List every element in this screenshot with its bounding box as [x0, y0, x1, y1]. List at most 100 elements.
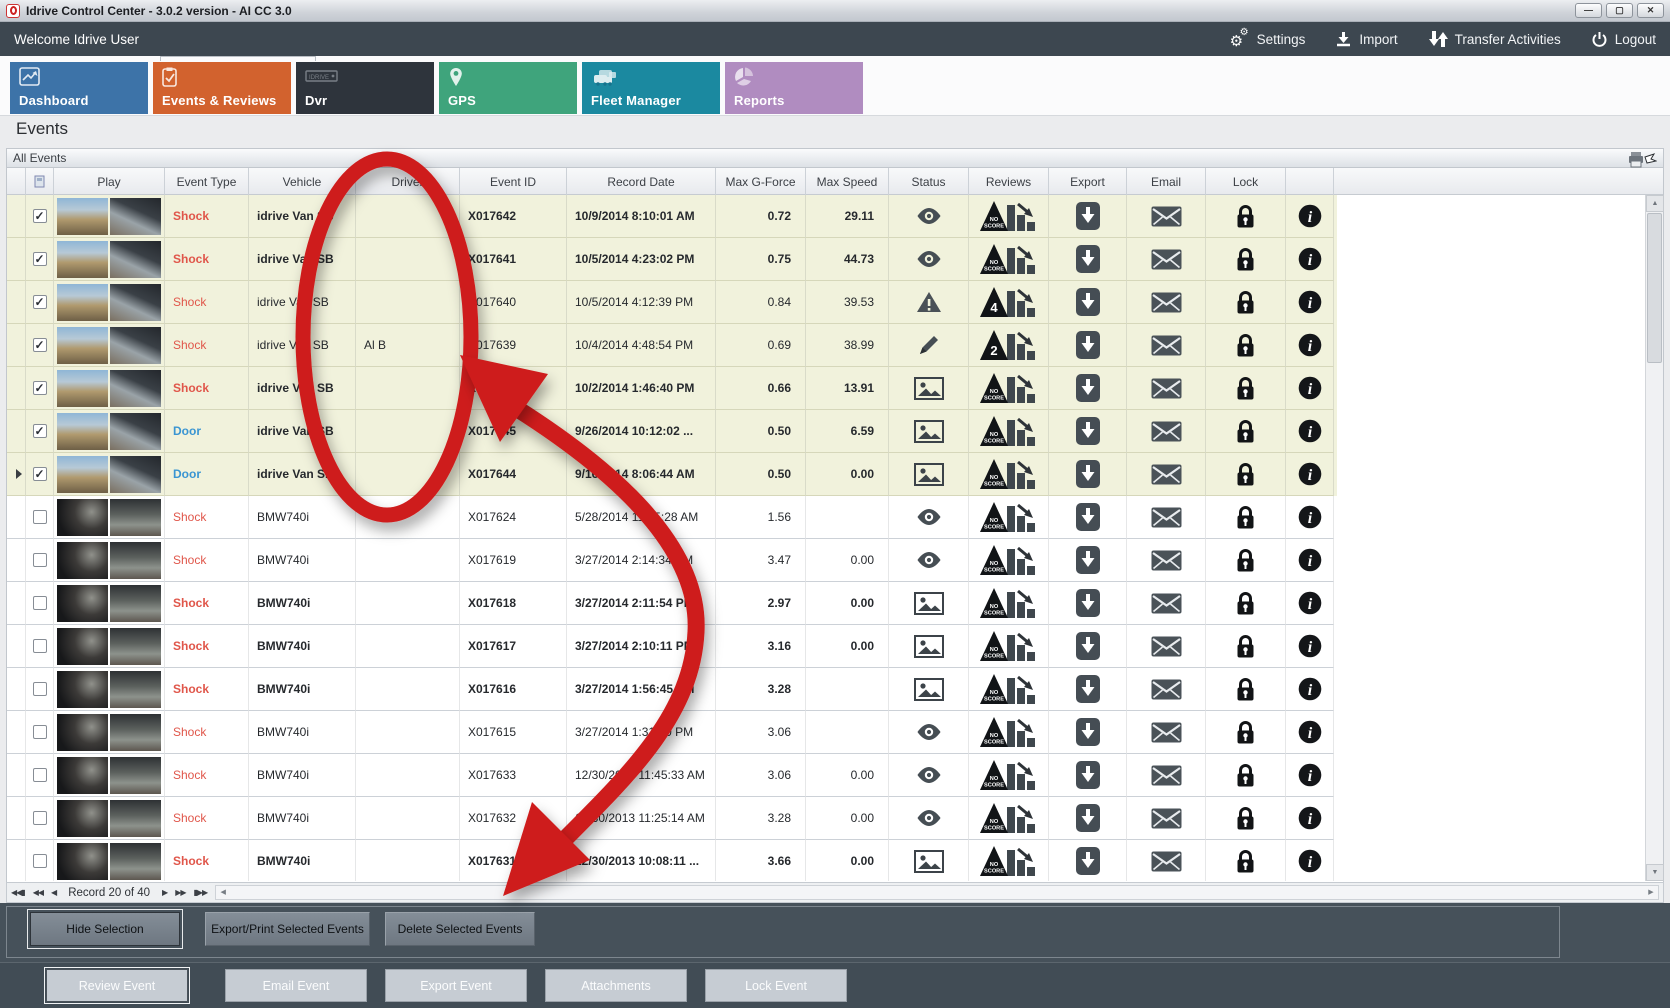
cabin-camera-thumbnail[interactable]	[110, 670, 161, 708]
row-checkbox-cell[interactable]	[26, 582, 54, 625]
maximize-button[interactable]: ▢	[1606, 3, 1633, 18]
scroll-right-icon[interactable]: ▶	[1648, 889, 1654, 896]
reviews-cell[interactable]: NO SCORE	[969, 754, 1049, 797]
info-cell[interactable]: i	[1286, 582, 1334, 625]
event-thumbnails[interactable]	[57, 283, 161, 321]
play-cell[interactable]	[54, 754, 165, 797]
row-checkbox-cell[interactable]	[26, 539, 54, 582]
export-cell[interactable]	[1049, 582, 1127, 625]
road-camera-thumbnail[interactable]	[57, 842, 108, 880]
print-grid-icon[interactable]	[1627, 149, 1658, 169]
column-header-reviews[interactable]: Reviews	[969, 168, 1049, 195]
row-checkbox[interactable]	[32, 854, 47, 868]
export-cell[interactable]	[1049, 496, 1127, 539]
info-cell[interactable]: i	[1286, 453, 1334, 496]
info-cell[interactable]: i	[1286, 754, 1334, 797]
cabin-camera-thumbnail[interactable]	[110, 627, 161, 665]
email-cell[interactable]	[1127, 367, 1206, 410]
row-checkbox[interactable]	[32, 510, 47, 524]
minimize-button[interactable]: —	[1575, 3, 1602, 18]
row-checkbox-cell[interactable]	[26, 668, 54, 711]
info-cell[interactable]: i	[1286, 324, 1334, 367]
row-selector-cell[interactable]	[7, 797, 26, 840]
export-cell[interactable]	[1049, 840, 1127, 881]
row-selector-cell[interactable]	[7, 582, 26, 625]
export-cell[interactable]	[1049, 410, 1127, 453]
next-page-icon[interactable]: ▶▶	[175, 888, 186, 897]
column-header-lock[interactable]: Lock	[1206, 168, 1286, 195]
lock-cell[interactable]	[1206, 195, 1286, 238]
row-checkbox-cell[interactable]: ✓	[26, 195, 54, 238]
email-cell[interactable]	[1127, 840, 1206, 881]
lock-cell[interactable]	[1206, 324, 1286, 367]
lock-cell[interactable]	[1206, 410, 1286, 453]
email-cell[interactable]	[1127, 324, 1206, 367]
play-cell[interactable]	[54, 625, 165, 668]
tab-dvr[interactable]: IDRIVE Dvr	[296, 62, 434, 114]
email-cell[interactable]	[1127, 668, 1206, 711]
row-checkbox[interactable]: ✓	[32, 338, 47, 352]
road-camera-thumbnail[interactable]	[57, 412, 108, 450]
export-cell[interactable]	[1049, 281, 1127, 324]
topbar-action-transfer-activities[interactable]: Transfer Activities	[1428, 30, 1561, 48]
cabin-camera-thumbnail[interactable]	[110, 584, 161, 622]
row-checkbox[interactable]	[32, 596, 47, 610]
row-selector-cell[interactable]	[7, 367, 26, 410]
play-cell[interactable]	[54, 840, 165, 881]
reviews-cell[interactable]: NO SCORE	[969, 711, 1049, 754]
event-thumbnails[interactable]	[57, 240, 161, 278]
reviews-cell[interactable]: 2	[969, 324, 1049, 367]
tab-dashboard[interactable]: Dashboard	[10, 62, 148, 114]
road-camera-thumbnail[interactable]	[57, 756, 108, 794]
row-checkbox[interactable]	[32, 725, 47, 739]
column-header-vehicle[interactable]: Vehicle	[249, 168, 356, 195]
play-cell[interactable]	[54, 324, 165, 367]
road-camera-thumbnail[interactable]	[57, 541, 108, 579]
attachments-button[interactable]: Attachments	[545, 969, 687, 1002]
scrollbar-thumb[interactable]	[1647, 213, 1662, 363]
row-selector-cell[interactable]	[7, 453, 26, 496]
row-checkbox[interactable]: ✓	[32, 252, 47, 266]
road-camera-thumbnail[interactable]	[57, 498, 108, 536]
tab-fleet-manager[interactable]: Fleet Manager	[582, 62, 720, 114]
first-record-icon[interactable]: ◀◀▮	[11, 888, 26, 897]
row-checkbox-cell[interactable]: ✓	[26, 281, 54, 324]
next-record-icon[interactable]: ▶	[162, 888, 168, 897]
info-cell[interactable]: i	[1286, 410, 1334, 453]
play-cell[interactable]	[54, 238, 165, 281]
event-thumbnails[interactable]	[57, 541, 161, 579]
row-checkbox-cell[interactable]	[26, 711, 54, 754]
cabin-camera-thumbnail[interactable]	[110, 756, 161, 794]
tab-events-reviews[interactable]: Events & Reviews	[153, 62, 291, 114]
row-checkbox[interactable]	[32, 639, 47, 653]
row-checkbox[interactable]: ✓	[32, 381, 47, 395]
event-thumbnails[interactable]	[57, 498, 161, 536]
column-header-event-id[interactable]: Event ID	[460, 168, 567, 195]
reviews-cell[interactable]: NO SCORE	[969, 840, 1049, 881]
event-thumbnails[interactable]	[57, 799, 161, 837]
row-selector-cell[interactable]	[7, 195, 26, 238]
lock-cell[interactable]	[1206, 797, 1286, 840]
road-camera-thumbnail[interactable]	[57, 197, 108, 235]
export-cell[interactable]	[1049, 195, 1127, 238]
reviews-cell[interactable]: NO SCORE	[969, 797, 1049, 840]
info-cell[interactable]: i	[1286, 797, 1334, 840]
event-thumbnails[interactable]	[57, 584, 161, 622]
play-cell[interactable]	[54, 281, 165, 324]
cabin-camera-thumbnail[interactable]	[110, 455, 161, 493]
event-thumbnails[interactable]	[57, 842, 161, 880]
scroll-left-icon[interactable]: ◀	[220, 889, 226, 896]
column-header-max-speed[interactable]: Max Speed	[806, 168, 889, 195]
row-checkbox-cell[interactable]	[26, 797, 54, 840]
info-cell[interactable]: i	[1286, 711, 1334, 754]
export-cell[interactable]	[1049, 238, 1127, 281]
event-thumbnails[interactable]	[57, 197, 161, 235]
email-cell[interactable]	[1127, 754, 1206, 797]
column-header-record-date[interactable]: Record Date	[567, 168, 716, 195]
row-checkbox-cell[interactable]: ✓	[26, 238, 54, 281]
event-thumbnails[interactable]	[57, 627, 161, 665]
close-button[interactable]: ✕	[1637, 3, 1664, 18]
row-checkbox-cell[interactable]	[26, 625, 54, 668]
row-checkbox[interactable]: ✓	[32, 209, 47, 223]
column-header-driver[interactable]: Driver	[356, 168, 460, 195]
